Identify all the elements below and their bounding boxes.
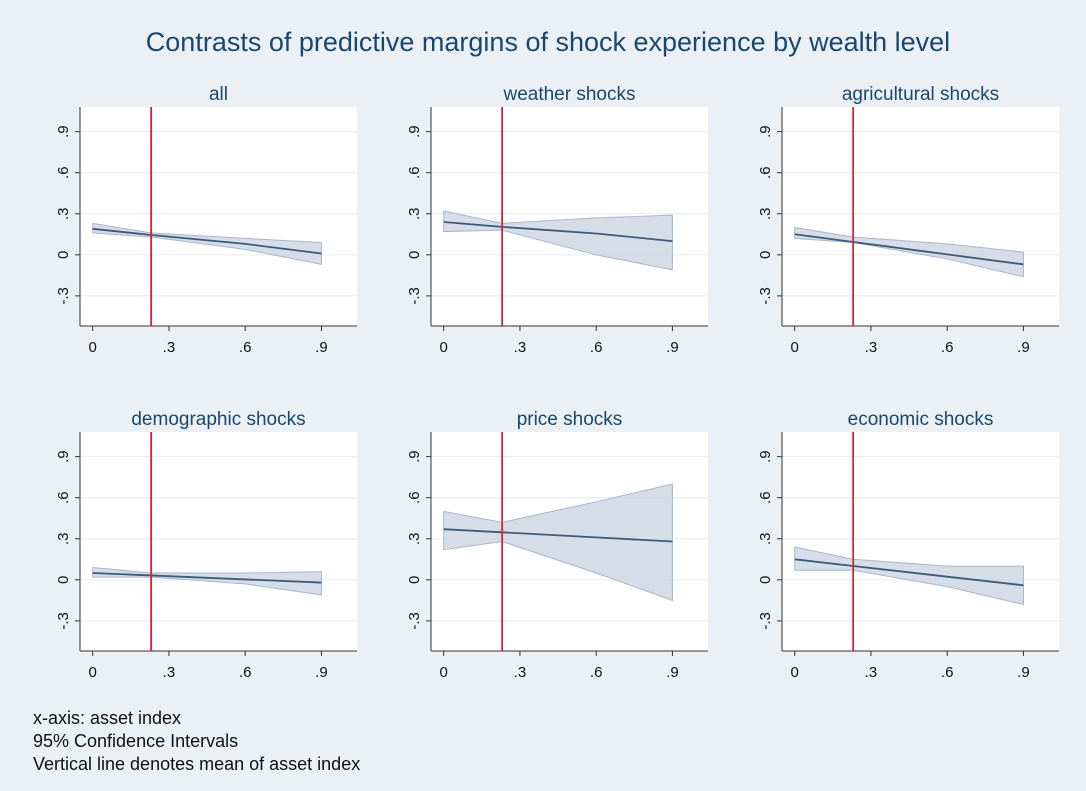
note: x-axis: asset index <box>33 708 181 728</box>
confidence-band <box>443 210 673 271</box>
panel-title: all <box>209 84 228 105</box>
y-tick-label: 0 <box>55 576 72 584</box>
x-tick-label: 0 <box>89 339 97 356</box>
x-tick-label: .6 <box>941 339 954 356</box>
x-tick-label: .9 <box>666 339 679 356</box>
x-tick-label: .6 <box>941 664 954 681</box>
margin-line <box>443 221 673 243</box>
x-tick-label: .9 <box>315 339 328 356</box>
x-tick-label: .3 <box>514 339 527 356</box>
x-tick-label: .6 <box>239 664 252 681</box>
panel-title: demographic shocks <box>131 409 305 430</box>
x-tick-label: .3 <box>163 664 176 681</box>
x-tick-label: .6 <box>590 664 603 681</box>
confidence-band <box>92 566 322 596</box>
x-tick-label: 0 <box>791 339 799 356</box>
x-tick-label: 0 <box>440 664 448 681</box>
y-tick-label: .3 <box>55 533 72 546</box>
y-tick-label: .3 <box>55 208 72 221</box>
panel-title: economic shocks <box>848 409 994 430</box>
plot-area <box>80 432 357 651</box>
y-tick-label: .6 <box>55 491 72 504</box>
x-tick-label: .3 <box>865 664 878 681</box>
panel-title: agricultural shocks <box>842 84 999 105</box>
y-tick-label: 0 <box>55 251 72 259</box>
y-tick-label: -.3 <box>55 287 72 305</box>
note: 95% Confidence Intervals <box>33 731 238 751</box>
panel-title: weather shocks <box>502 84 635 105</box>
y-tick-label: .3 <box>406 208 423 221</box>
margin-line <box>443 528 673 543</box>
y-tick-label: .9 <box>406 125 423 138</box>
x-tick-label: .3 <box>163 339 176 356</box>
y-tick-label: 0 <box>406 251 423 259</box>
y-tick-label: -.3 <box>757 287 774 305</box>
y-tick-label: -.3 <box>757 612 774 630</box>
plot-area <box>782 432 1059 651</box>
x-tick-label: .3 <box>514 664 527 681</box>
x-tick-label: .9 <box>666 664 679 681</box>
y-tick-label: .3 <box>406 533 423 546</box>
y-tick-label: .9 <box>55 450 72 463</box>
y-tick-label: .6 <box>55 166 72 179</box>
y-tick-label: 0 <box>406 576 423 584</box>
x-tick-label: 0 <box>440 339 448 356</box>
y-tick-label: 0 <box>757 576 774 584</box>
x-tick-label: .9 <box>1017 664 1030 681</box>
note: Vertical line denotes mean of asset inde… <box>33 754 360 774</box>
x-tick-label: .9 <box>315 664 328 681</box>
plot-area <box>80 107 357 326</box>
chart-title: Contrasts of predictive margins of shock… <box>146 27 950 57</box>
margin-line <box>794 233 1024 266</box>
confidence-band <box>794 226 1024 278</box>
y-tick-label: .3 <box>757 208 774 221</box>
x-tick-label: .6 <box>590 339 603 356</box>
x-tick-label: 0 <box>791 664 799 681</box>
y-tick-label: .9 <box>406 450 423 463</box>
y-tick-label: .6 <box>406 166 423 179</box>
y-tick-label: -.3 <box>406 287 423 305</box>
y-tick-label: -.3 <box>55 612 72 630</box>
y-tick-label: -.3 <box>406 612 423 630</box>
y-tick-label: .9 <box>757 125 774 138</box>
confidence-band <box>92 222 322 266</box>
y-tick-label: 0 <box>757 251 774 259</box>
y-tick-label: .9 <box>757 450 774 463</box>
y-tick-label: .6 <box>757 491 774 504</box>
plot-area <box>782 107 1059 326</box>
y-tick-label: .6 <box>406 491 423 504</box>
confidence-band <box>443 483 673 602</box>
y-tick-label: .6 <box>757 166 774 179</box>
y-tick-label: .9 <box>55 125 72 138</box>
panel-title: price shocks <box>517 409 623 430</box>
margin-line <box>794 558 1024 587</box>
x-tick-label: 0 <box>89 664 97 681</box>
x-tick-label: .9 <box>1017 339 1030 356</box>
x-tick-label: .6 <box>239 339 252 356</box>
x-tick-label: .3 <box>865 339 878 356</box>
margin-line <box>92 572 322 584</box>
margin-line <box>92 227 322 255</box>
confidence-band <box>794 546 1024 606</box>
y-tick-label: .3 <box>757 533 774 546</box>
